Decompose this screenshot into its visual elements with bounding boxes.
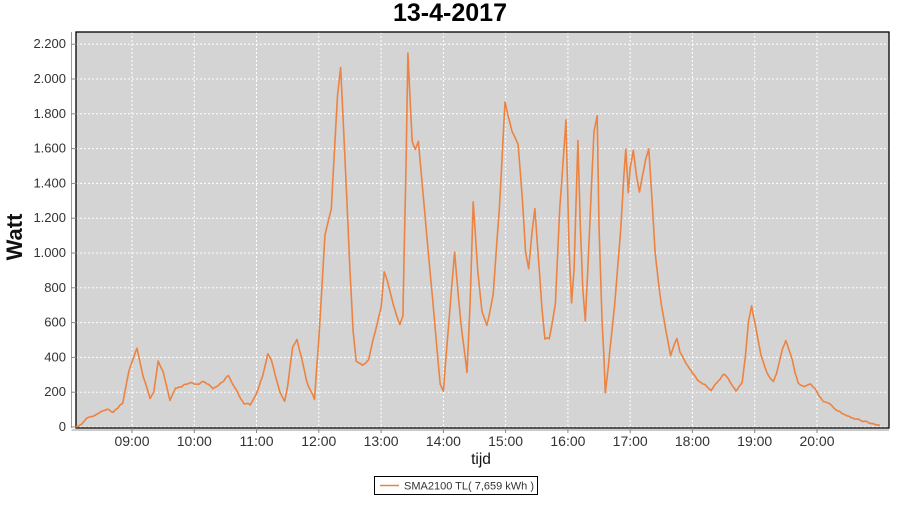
svg-text:1.800: 1.800 — [33, 106, 66, 121]
svg-text:2.000: 2.000 — [33, 71, 66, 86]
svg-text:0: 0 — [59, 419, 66, 434]
svg-text:tijd: tijd — [471, 451, 491, 468]
svg-text:1.600: 1.600 — [33, 141, 66, 156]
svg-text:SMA2100 TL( 7,659 kWh ): SMA2100 TL( 7,659 kWh ) — [404, 481, 534, 493]
svg-text:200: 200 — [44, 384, 66, 399]
svg-text:15:00: 15:00 — [488, 433, 523, 449]
svg-text:400: 400 — [44, 349, 66, 364]
svg-text:14:00: 14:00 — [426, 433, 461, 449]
svg-text:1.400: 1.400 — [33, 175, 66, 190]
svg-text:10:00: 10:00 — [177, 433, 212, 449]
svg-text:17:00: 17:00 — [613, 433, 648, 449]
svg-text:16:00: 16:00 — [550, 433, 585, 449]
svg-text:12:00: 12:00 — [301, 433, 336, 449]
svg-text:Watt: Watt — [2, 213, 27, 261]
svg-text:20:00: 20:00 — [799, 433, 834, 449]
svg-text:1.000: 1.000 — [33, 245, 66, 260]
svg-text:19:00: 19:00 — [737, 433, 772, 449]
svg-text:600: 600 — [44, 315, 66, 330]
svg-text:11:00: 11:00 — [240, 433, 274, 449]
svg-text:18:00: 18:00 — [675, 433, 710, 449]
svg-text:800: 800 — [44, 280, 66, 295]
svg-text:09:00: 09:00 — [114, 433, 149, 449]
svg-text:13:00: 13:00 — [364, 433, 399, 449]
svg-text:2.200: 2.200 — [33, 36, 66, 51]
svg-text:1.200: 1.200 — [33, 210, 66, 225]
